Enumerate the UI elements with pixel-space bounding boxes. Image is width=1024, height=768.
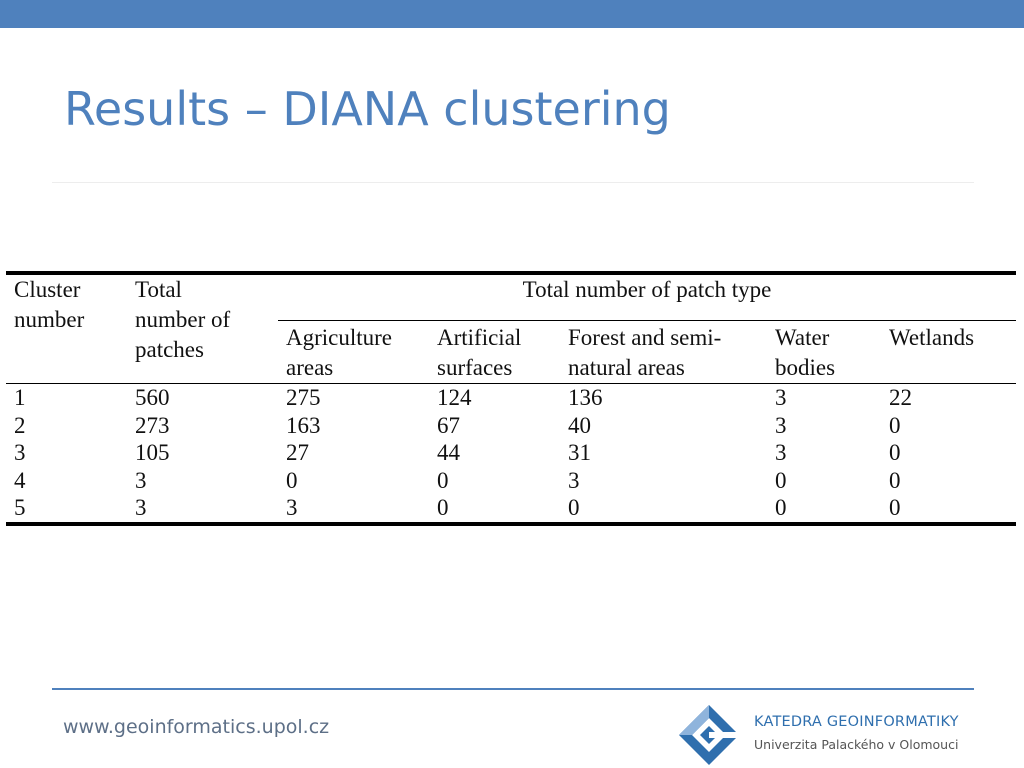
cluster-table: Cluster number Total number of patches T… xyxy=(6,275,1017,383)
cell-agriculture: 0 xyxy=(286,467,298,493)
cell-agriculture: 163 xyxy=(286,412,321,438)
table-top-rule xyxy=(6,271,1016,275)
logo-title: KATEDRA GEOINFORMATIKY xyxy=(754,714,959,730)
cell-water: 3 xyxy=(775,385,787,410)
cell-wetlands: 0 xyxy=(889,467,901,493)
cell-total-patches: 3 xyxy=(135,467,147,493)
cell-forest: 3 xyxy=(568,467,580,493)
footer-url: www.geoinformatics.upol.cz xyxy=(63,716,330,738)
cell-water: 0 xyxy=(775,467,787,493)
cell-artificial: 44 xyxy=(437,440,460,465)
cell-wetlands: 0 xyxy=(889,440,901,465)
cell-cluster-number: 3 xyxy=(14,440,26,465)
cell-agriculture: 27 xyxy=(286,440,309,465)
cell-cluster-number: 4 xyxy=(14,467,26,493)
cell-total-patches: 3 xyxy=(135,495,147,520)
table-row: 2 273 163 67 40 3 0 xyxy=(6,412,1016,440)
cell-total-patches: 560 xyxy=(135,385,170,410)
cell-forest: 40 xyxy=(568,412,591,438)
header-cluster-number: Cluster number xyxy=(14,277,85,332)
table-bottom-rule xyxy=(6,521,1016,526)
cell-water: 0 xyxy=(775,495,787,520)
cell-forest: 0 xyxy=(568,495,580,520)
cell-artificial: 124 xyxy=(437,385,472,410)
header-agriculture-areas: Agriculture areas xyxy=(286,325,393,380)
table-row: 1 560 275 124 136 3 22 xyxy=(6,384,1016,412)
department-logo: KATEDRA GEOINFORMATIKY Univerzita Palack… xyxy=(678,700,978,766)
header-total-patches: Total number of patches xyxy=(135,277,231,362)
table-row: 3 105 27 44 31 3 0 xyxy=(6,439,1016,467)
header-patch-type-group: Total number of patch type xyxy=(522,277,772,302)
logo-subtitle: Univerzita Palackého v Olomouci xyxy=(754,737,959,752)
cell-agriculture: 275 xyxy=(286,385,321,410)
logo-mark-icon xyxy=(679,705,739,765)
header-water-bodies: Water bodies xyxy=(775,325,836,380)
cell-cluster-number: 1 xyxy=(14,385,26,410)
cell-water: 3 xyxy=(775,412,787,438)
cell-cluster-number: 5 xyxy=(14,495,26,520)
cell-cluster-number: 2 xyxy=(14,412,26,438)
header-wetlands: Wetlands xyxy=(889,325,975,350)
footer-divider xyxy=(52,688,974,690)
cell-water: 3 xyxy=(775,440,787,465)
cell-forest: 31 xyxy=(568,440,591,465)
header-group-rule xyxy=(278,305,1017,323)
table-row: 5 3 3 0 0 0 0 xyxy=(6,494,1016,522)
cell-wetlands: 0 xyxy=(889,495,901,520)
cell-artificial: 0 xyxy=(437,495,449,520)
cell-artificial: 0 xyxy=(437,467,449,493)
slide-title: Results – DIANA clustering xyxy=(64,82,671,136)
cell-wetlands: 22 xyxy=(889,385,912,410)
title-divider xyxy=(52,182,974,183)
cell-wetlands: 0 xyxy=(889,412,901,438)
header-bottom-rule xyxy=(6,383,1016,384)
cell-total-patches: 105 xyxy=(135,440,170,465)
header-forest-areas: Forest and semi- natural areas xyxy=(568,325,722,380)
header-artificial-surfaces: Artificial surfaces xyxy=(437,325,522,380)
top-accent-bar xyxy=(0,0,1024,28)
table-row: 4 3 0 0 3 0 0 xyxy=(6,467,1016,495)
cell-artificial: 67 xyxy=(437,412,460,438)
cell-total-patches: 273 xyxy=(135,412,170,438)
cell-forest: 136 xyxy=(568,385,603,410)
cluster-table-body: 1 560 275 124 136 3 22 2 273 163 67 40 3 0 3 105 27 44 31 3… xyxy=(6,384,1016,522)
cell-agriculture: 3 xyxy=(286,495,298,520)
results-table: Cluster number Total number of patches T… xyxy=(6,271,1017,526)
